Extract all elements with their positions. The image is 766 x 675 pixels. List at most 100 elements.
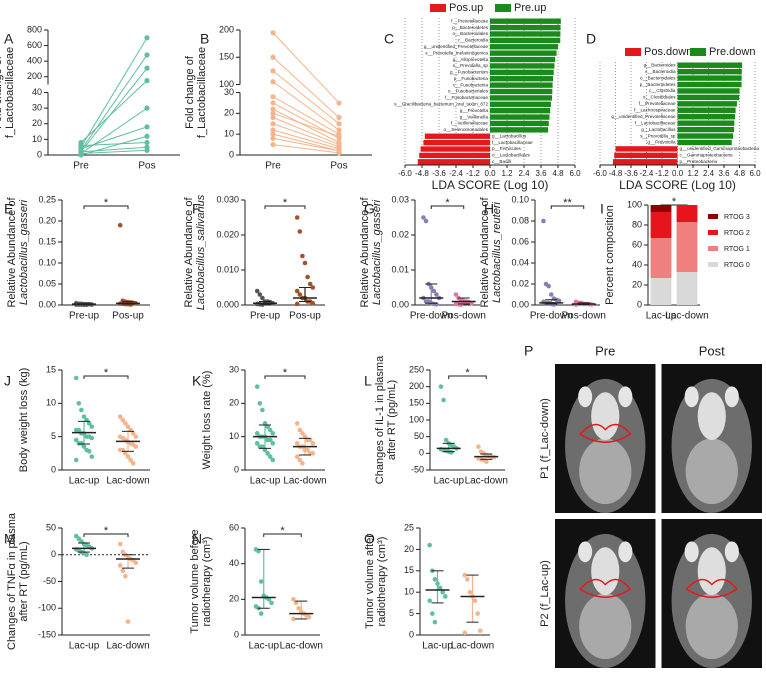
x-tick-label: Lac-up (69, 641, 100, 652)
y-tick-label: 20 (229, 398, 239, 408)
x-tick-label: -4.8 (609, 169, 623, 178)
point (254, 441, 260, 446)
point (79, 407, 84, 413)
point (270, 110, 276, 116)
point (434, 292, 439, 297)
point (254, 288, 260, 294)
y-axis-label: Changes of IL-1 in plasma (374, 355, 386, 484)
point (294, 454, 300, 459)
point (432, 577, 438, 582)
x-tick-label: -3.6 (624, 169, 638, 178)
y-axis-label: after RT (pg/mL) (386, 380, 398, 460)
feature-label: c__Fusobacteriia (453, 82, 488, 87)
point (300, 461, 305, 466)
y-axis-label: Relative Abundance of (479, 197, 491, 308)
point (267, 454, 273, 459)
x-tick-label: 6.0 (569, 169, 581, 178)
lda-bar (419, 152, 490, 159)
x-tick-label: Lac-up (69, 476, 100, 487)
column-label: Post (699, 343, 725, 358)
x-tick-label: Pre-down (410, 311, 453, 322)
point (302, 434, 308, 439)
legend-swatch (708, 230, 718, 235)
y-tick-label: 200 (27, 71, 42, 81)
point (133, 444, 139, 449)
point (133, 434, 139, 439)
point (475, 611, 481, 616)
point (297, 292, 303, 297)
y-tick-label: 15 (46, 364, 56, 374)
lda-bar (490, 56, 556, 63)
y-tick-label: 100 (219, 79, 234, 89)
point (462, 630, 468, 636)
feature-label: o__Bacteroidales (453, 31, 489, 36)
panel-letter: M (4, 531, 16, 547)
point (81, 414, 87, 419)
pair-line (80, 37, 148, 148)
x-tick-label: -2.4 (640, 169, 654, 178)
pair-line (272, 32, 340, 104)
pair-line (80, 54, 148, 151)
legend-swatch (430, 4, 446, 12)
pair-line (80, 142, 148, 147)
bar-segment (650, 238, 672, 278)
point (336, 114, 342, 121)
point (260, 295, 265, 301)
point (254, 431, 260, 436)
pair-line (80, 146, 148, 153)
brain (579, 438, 632, 505)
significance-label: * (283, 197, 288, 209)
bar-segment (676, 272, 698, 305)
y-tick-label: 600 (27, 40, 42, 50)
significance-bracket (264, 375, 306, 379)
lda-bar (490, 44, 558, 50)
y-tick-label: 20 (32, 118, 42, 128)
lda-bar (490, 88, 553, 95)
point (84, 552, 89, 558)
point (462, 572, 468, 578)
panel-letter: H (484, 201, 494, 217)
x-tick-label: Lac-up (248, 641, 279, 652)
point (270, 94, 276, 100)
lda-bar (677, 101, 737, 107)
point (144, 147, 150, 153)
tumor-contour (578, 578, 632, 598)
y-tick-label: -50 (411, 464, 424, 474)
feature-label: p__Fusobacteria (454, 76, 489, 81)
point (133, 560, 139, 566)
lda-bar (490, 63, 555, 69)
y-tick-label: 10 (229, 431, 239, 441)
point (73, 457, 79, 463)
x-tick-label: -1.2 (466, 169, 480, 178)
point (427, 598, 433, 604)
lda-bar (490, 127, 549, 133)
sinus (591, 547, 620, 595)
eye (684, 386, 699, 408)
point (144, 78, 150, 84)
point (117, 414, 123, 419)
significance-bracket (263, 533, 302, 537)
y-tick-label: 0.25 (38, 194, 56, 204)
lda-bar (490, 31, 561, 37)
x-tick-label: Lac-up (433, 476, 464, 487)
y-axis-label: Changes of TNFα in plasma (6, 512, 18, 650)
significance-bracket (448, 375, 487, 379)
y-tick-label: 0.20 (38, 215, 56, 225)
point (305, 447, 310, 453)
point (440, 589, 446, 595)
sinus (591, 392, 620, 440)
lda-bar (677, 75, 742, 81)
eye (618, 541, 633, 563)
x-tick-label: 2.4 (703, 169, 715, 178)
point (78, 150, 84, 157)
point (125, 619, 131, 624)
x-tick-label: Lac-down (665, 311, 708, 322)
feature-label: p__Firmicutes (492, 146, 522, 151)
point (128, 457, 133, 463)
legend-label: RTOG 1 (724, 246, 750, 253)
point (270, 141, 276, 148)
point (270, 114, 276, 121)
column-label: Pre (595, 343, 615, 358)
lda-bar (677, 88, 740, 94)
feature-label: g__Fusobacterium (450, 70, 488, 75)
